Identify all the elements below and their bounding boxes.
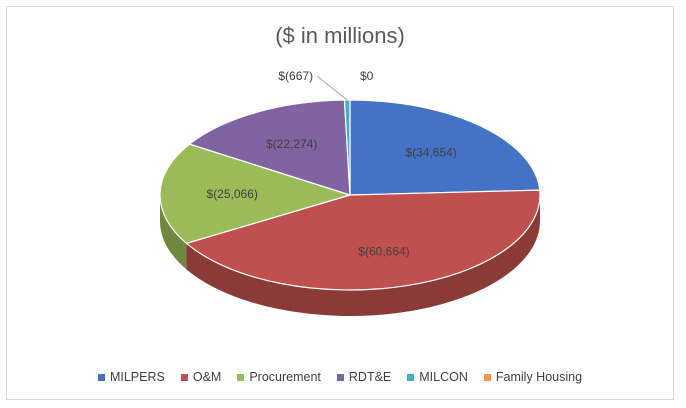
legend-swatch-milcon (407, 373, 415, 381)
pie-slice-oandm (185, 189, 541, 291)
leader-line-milcon (316, 75, 348, 101)
legend-item-oandm: O&M (180, 370, 222, 384)
legend-swatch-family-housing (483, 373, 491, 381)
legend-item-family-housing: Family Housing (483, 370, 583, 384)
pie-slice-rdtande (188, 99, 351, 196)
legend-swatch-rdtande (336, 373, 344, 381)
legend-item-milpers: MILPERS (97, 370, 165, 384)
data-label-rdtande: $(22,274) (266, 137, 317, 151)
legend-item-rdtande: RDT&E (336, 370, 392, 384)
chart-title: ($ in millions) (275, 23, 405, 48)
pie-side-procurement (160, 195, 187, 270)
legend-label-rdtande: RDT&E (348, 370, 392, 384)
data-label-milpers: $(34,654) (405, 145, 456, 159)
legend-swatch-milpers (97, 373, 105, 381)
pie-slice-milpers (349, 99, 541, 196)
legend-label-oandm: O&M (192, 370, 222, 384)
legend-item-procurement: Procurement (237, 370, 321, 384)
legend-swatch-oandm (180, 373, 188, 381)
legend: MILPERS O&M Procurement RDT&E MILCON Family H… (7, 370, 673, 384)
data-labels: $(34,654) $(60,664) $(25,066) $(22,274) $(66… (207, 69, 457, 258)
legend-label-milcon: MILCON (419, 370, 468, 384)
legend-item-milcon: MILCON (407, 370, 468, 384)
pie-slice-procurement (159, 143, 353, 245)
legend-label-milpers: MILPERS (109, 370, 165, 384)
legend-label-family-housing: Family Housing (495, 370, 583, 384)
chart-frame: ($ in millions) $(34,654) $(60,664) $(25,0… (6, 6, 674, 400)
data-label-milcon: $(667) (278, 69, 313, 83)
data-label-family-housing: $0 (360, 69, 374, 83)
pie-side-oandm (186, 195, 540, 317)
legend-label-procurement: Procurement (249, 370, 321, 384)
pie-chart: $(34,654) $(60,664) $(25,066) $(22,274) $(66… (159, 69, 541, 317)
legend-swatch-procurement (237, 373, 245, 381)
data-label-oandm: $(60,664) (358, 244, 409, 258)
pie-sides (160, 195, 540, 317)
data-label-procurement: $(25,066) (207, 187, 258, 201)
pie-slices (159, 99, 541, 291)
